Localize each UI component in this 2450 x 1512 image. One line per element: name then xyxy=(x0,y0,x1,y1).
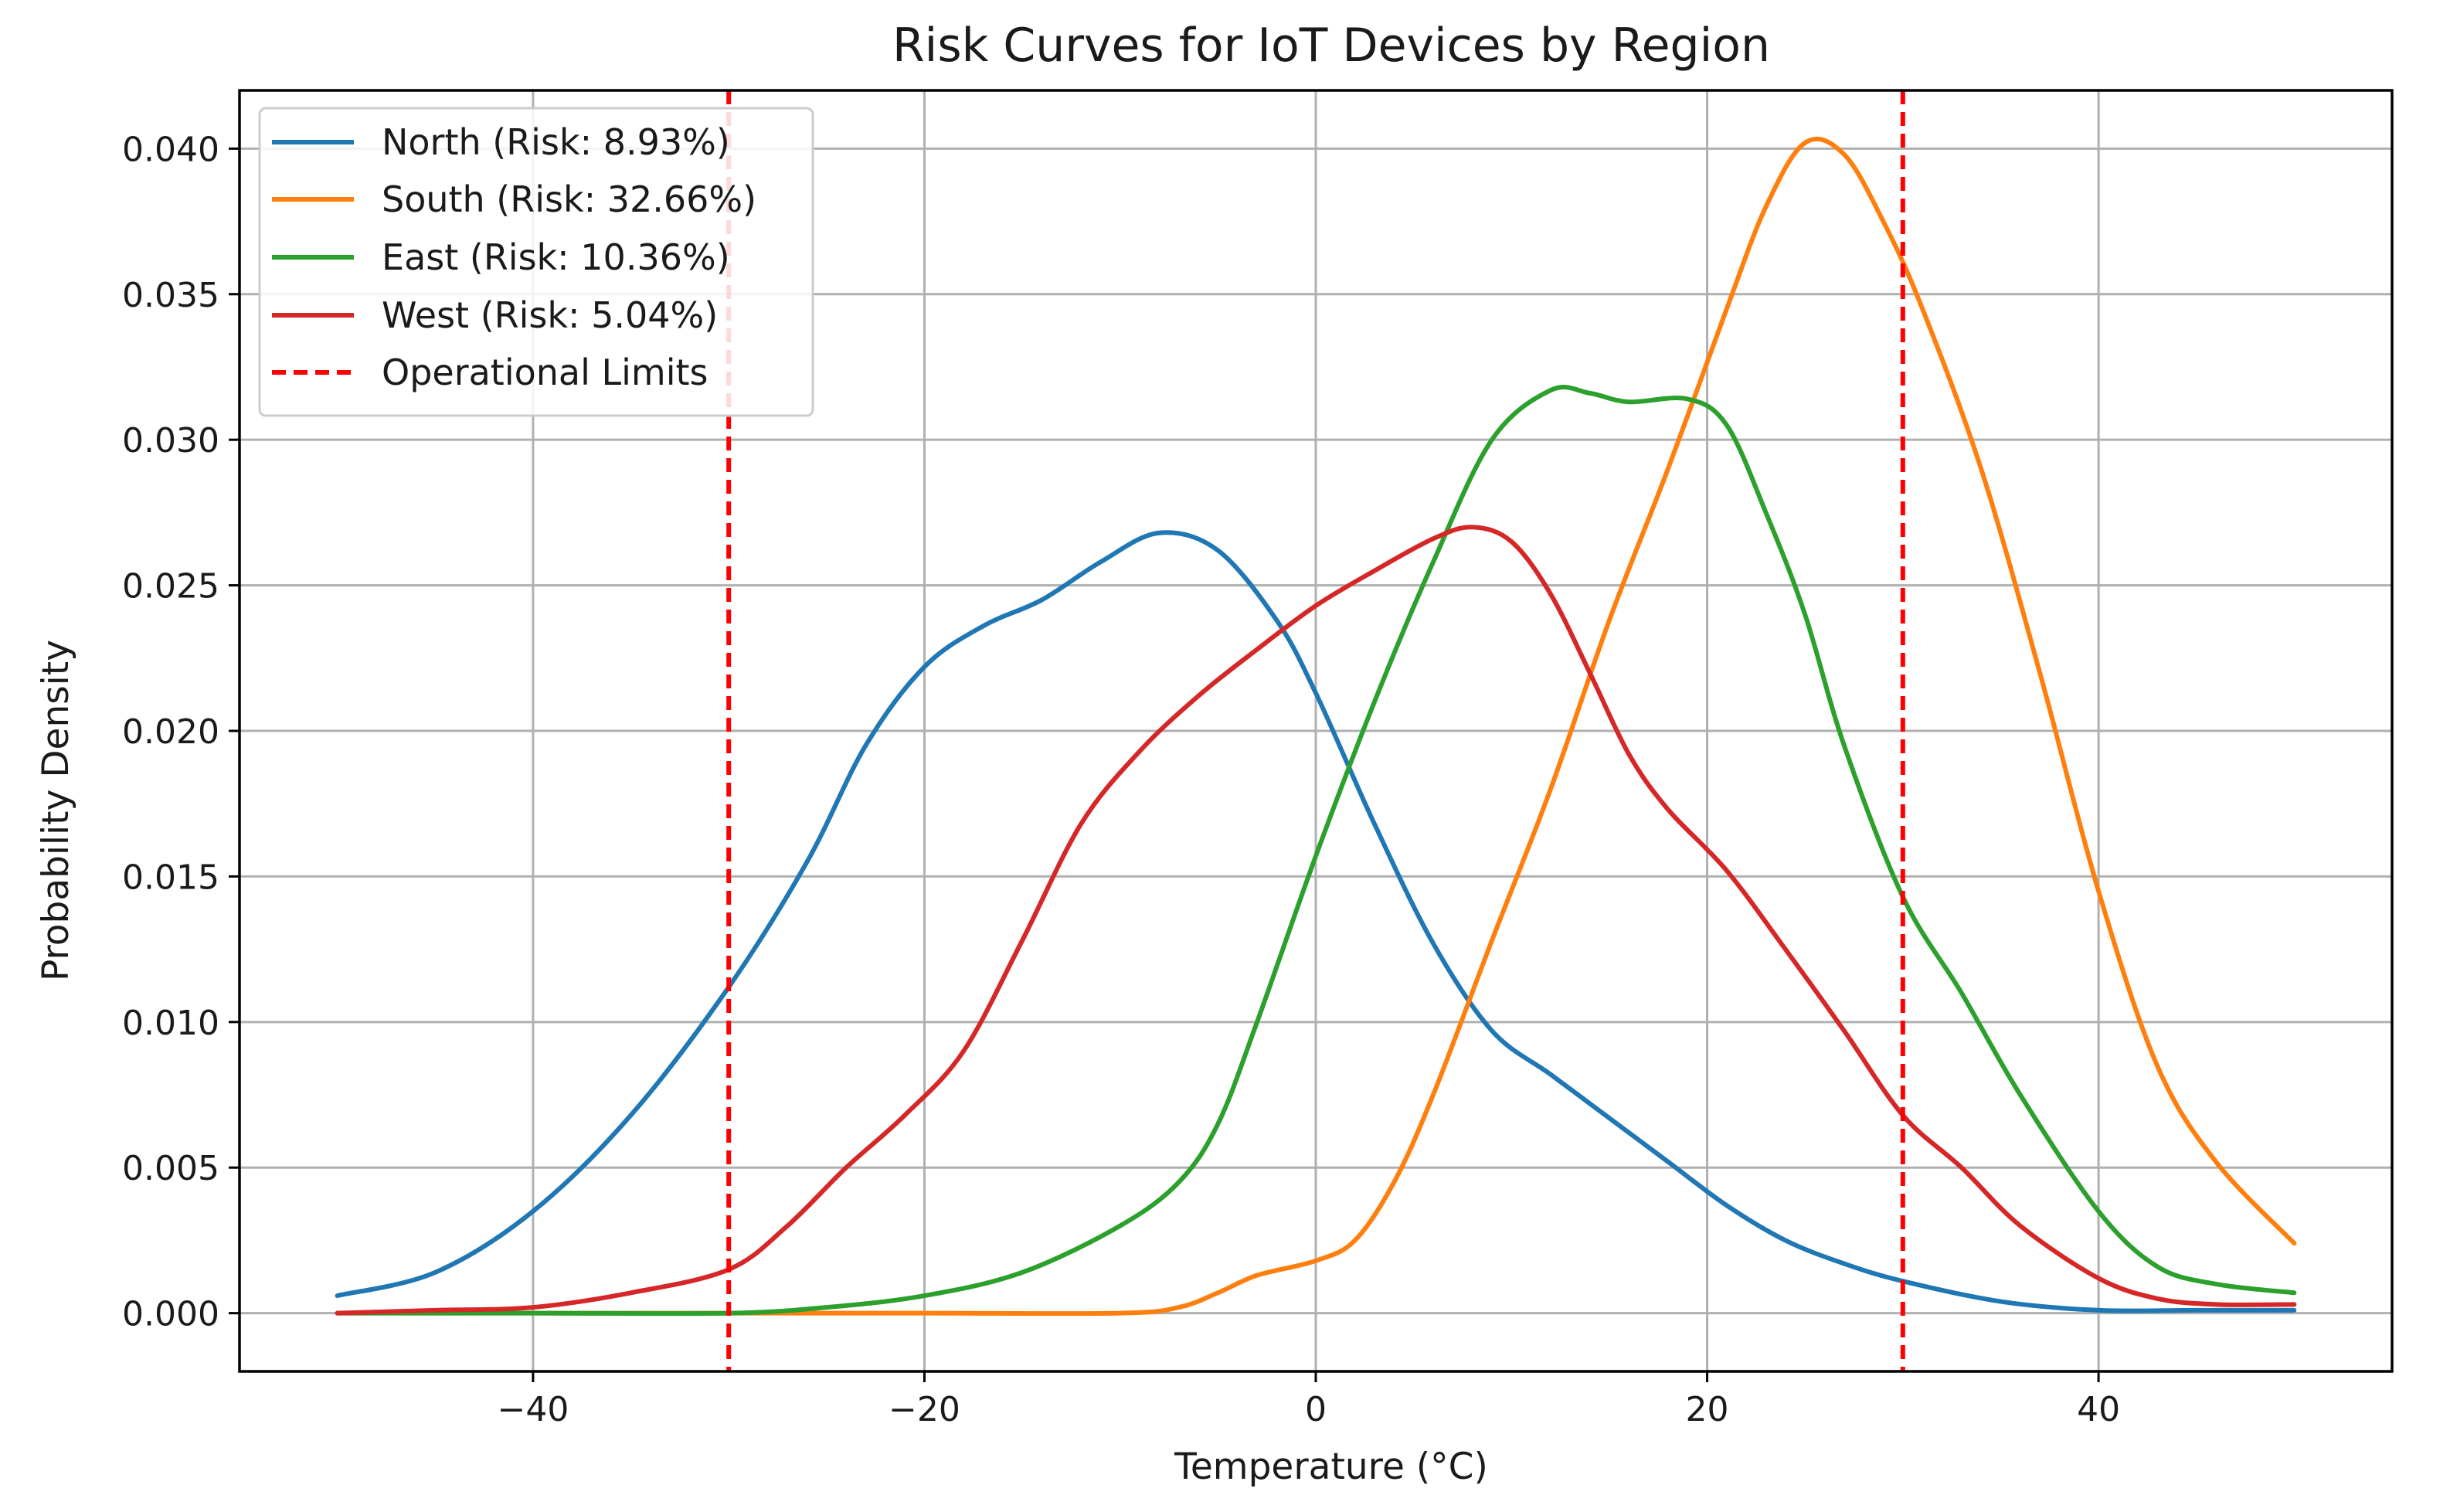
legend-label-south: South (Risk: 32.66%) xyxy=(382,178,756,220)
series-line-west xyxy=(335,525,2297,1316)
y-tick-label: 0.015 xyxy=(122,858,219,897)
y-axis-label: Probability Density xyxy=(35,640,77,981)
y-tick-label: 0.040 xyxy=(122,130,219,169)
y-tick-label: 0.025 xyxy=(122,567,219,606)
legend-label-north: North (Risk: 8.93%) xyxy=(382,121,730,163)
x-tick-label: 40 xyxy=(2077,1390,2120,1429)
series-line-south xyxy=(335,137,2297,1317)
x-axis-label: Temperature (°C) xyxy=(1174,1446,1488,1488)
x-tick-label: −40 xyxy=(497,1390,569,1429)
chart-title: Risk Curves for IoT Devices by Region xyxy=(892,19,1770,73)
reference-lines xyxy=(726,90,1905,1371)
x-tick-label: 0 xyxy=(1305,1390,1327,1429)
x-tick-label: 20 xyxy=(1686,1390,1729,1429)
y-tick-label: 0.000 xyxy=(122,1295,219,1334)
legend-box xyxy=(258,107,814,417)
x-axis-ticks: −40 −20 0 20 40 xyxy=(497,1371,2120,1429)
series-layer xyxy=(335,137,2297,1317)
series-line-east xyxy=(335,385,2297,1317)
y-tick-label: 0.035 xyxy=(122,276,219,315)
legend-label-west: West (Risk: 5.04%) xyxy=(382,294,718,336)
legend: North (Risk: 8.93%) South (Risk: 32.66%)… xyxy=(258,107,814,417)
y-tick-label: 0.030 xyxy=(122,421,219,460)
y-tick-label: 0.010 xyxy=(122,1004,219,1043)
grid-lines xyxy=(240,90,2392,1371)
legend-label-operational-limits: Operational Limits xyxy=(382,352,708,393)
legend-label-east: East (Risk: 10.36%) xyxy=(382,236,730,278)
y-tick-label: 0.020 xyxy=(122,712,219,752)
x-tick-label: −20 xyxy=(889,1390,960,1429)
y-tick-label: 0.005 xyxy=(122,1149,219,1188)
y-axis-ticks: 0.000 0.005 0.010 0.015 0.020 0.025 0.030 0.035… xyxy=(122,130,240,1334)
